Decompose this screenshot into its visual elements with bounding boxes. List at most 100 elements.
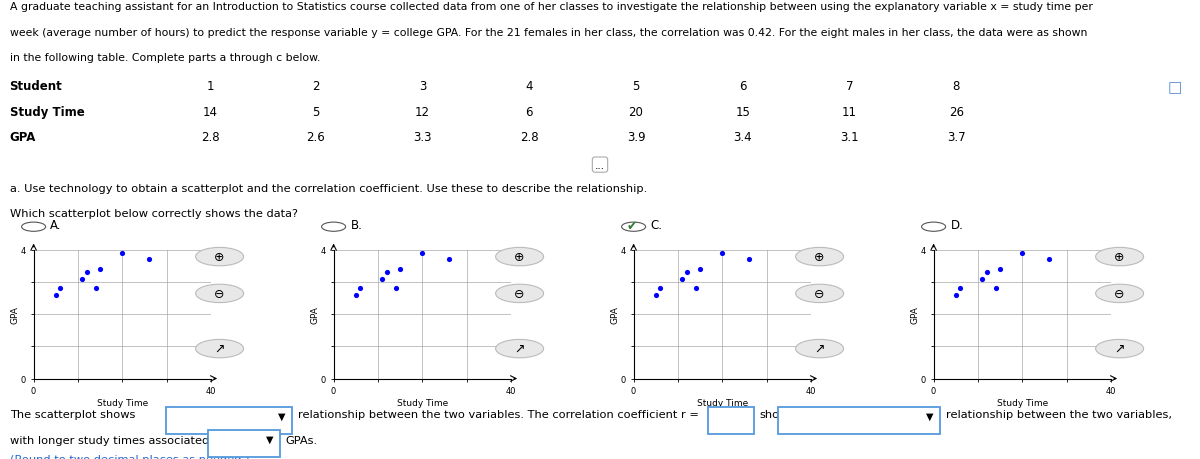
Text: a. Use technology to obtain a scatterplot and the correlation coefficient. Use t: a. Use technology to obtain a scatterplo… [10,184,647,194]
Point [686,285,706,292]
Text: 6: 6 [739,80,746,93]
Text: GPA: GPA [10,131,36,144]
Text: relationship between the two variables,: relationship between the two variables, [946,409,1171,420]
Text: 2: 2 [312,80,319,93]
Text: 8: 8 [953,80,960,93]
Point [50,285,70,292]
Text: D.: D. [950,219,964,232]
Point [991,266,1010,273]
Text: Student: Student [10,80,62,93]
Point [373,275,392,283]
Text: 11: 11 [842,106,857,118]
X-axis label: Study Time: Study Time [397,398,448,407]
Text: 12: 12 [415,106,430,118]
Point [73,275,92,283]
Point [113,250,132,257]
Point [391,266,410,273]
Point [1039,256,1058,263]
Text: ↗: ↗ [215,342,224,355]
Point [950,285,970,292]
Text: shows: shows [760,409,794,420]
Text: ↗: ↗ [515,342,524,355]
Text: 14: 14 [203,106,217,118]
X-axis label: Study Time: Study Time [997,398,1048,407]
Text: ⊕: ⊕ [215,251,224,263]
Text: (Round to two decimal places as needed.): (Round to two decimal places as needed.) [10,454,250,459]
Text: with longer study times associated with: with longer study times associated with [10,435,236,445]
Text: GPAs.: GPAs. [286,435,318,445]
Point [77,269,96,276]
Y-axis label: GPA: GPA [611,306,619,323]
Text: ⊖: ⊖ [815,287,824,300]
Text: 3.3: 3.3 [413,131,432,144]
Point [973,275,992,283]
X-axis label: Study Time: Study Time [97,398,148,407]
Text: B.: B. [350,219,362,232]
Text: in the following table. Complete parts a through c below.: in the following table. Complete parts a… [10,53,320,63]
Text: ⊕: ⊕ [515,251,524,263]
Text: 6: 6 [526,106,533,118]
Text: ⊖: ⊖ [515,287,524,300]
Point [350,285,370,292]
Text: ...: ... [595,160,605,170]
Text: ⊕: ⊕ [815,251,824,263]
Text: A.: A. [50,219,62,232]
Text: 3.4: 3.4 [733,131,752,144]
Text: ▼: ▼ [278,411,286,421]
Text: 4: 4 [526,80,533,93]
Text: A graduate teaching assistant for an Introduction to Statistics course collected: A graduate teaching assistant for an Int… [10,2,1092,12]
Text: ⊖: ⊖ [1115,287,1124,300]
Text: 15: 15 [736,106,750,118]
Point [650,285,670,292]
Point [91,266,110,273]
Text: 5: 5 [312,106,319,118]
Text: 1: 1 [206,80,214,93]
Y-axis label: GPA: GPA [311,306,319,323]
Text: 26: 26 [949,106,964,118]
Point [139,256,158,263]
Point [677,269,696,276]
Text: C.: C. [650,219,662,232]
Text: ↗: ↗ [815,342,824,355]
Point [713,250,732,257]
X-axis label: Study Time: Study Time [697,398,748,407]
Point [977,269,996,276]
Point [439,256,458,263]
Text: ✔: ✔ [626,220,637,233]
Y-axis label: GPA: GPA [911,306,919,323]
Text: ▼: ▼ [926,411,934,421]
Point [47,291,66,299]
Text: 7: 7 [846,80,853,93]
Text: 3: 3 [419,80,426,93]
Point [413,250,432,257]
Text: 3.9: 3.9 [626,131,646,144]
Point [347,291,366,299]
Text: 3.1: 3.1 [840,131,859,144]
Point [673,275,692,283]
Text: 5: 5 [632,80,640,93]
Y-axis label: GPA: GPA [11,306,19,323]
Point [386,285,406,292]
Text: 2.8: 2.8 [200,131,220,144]
Text: ⊖: ⊖ [215,287,224,300]
Text: Study Time: Study Time [10,106,84,118]
Point [691,266,710,273]
Text: 2.6: 2.6 [306,131,325,144]
Point [1013,250,1032,257]
Text: relationship between the two variables. The correlation coefficient r =: relationship between the two variables. … [298,409,698,420]
Text: 3.7: 3.7 [947,131,966,144]
Text: 20: 20 [629,106,643,118]
Point [377,269,396,276]
Text: ▼: ▼ [266,434,274,444]
Text: ↗: ↗ [1115,342,1124,355]
Point [86,285,106,292]
Text: The scatterplot shows: The scatterplot shows [10,409,134,420]
Text: week (average number of hours) to predict the response variable y = college GPA.: week (average number of hours) to predic… [10,28,1087,38]
Text: ⊕: ⊕ [1115,251,1124,263]
Text: □: □ [1168,80,1182,95]
Point [647,291,666,299]
Point [986,285,1006,292]
Point [739,256,758,263]
Point [947,291,966,299]
Text: 2.8: 2.8 [520,131,539,144]
